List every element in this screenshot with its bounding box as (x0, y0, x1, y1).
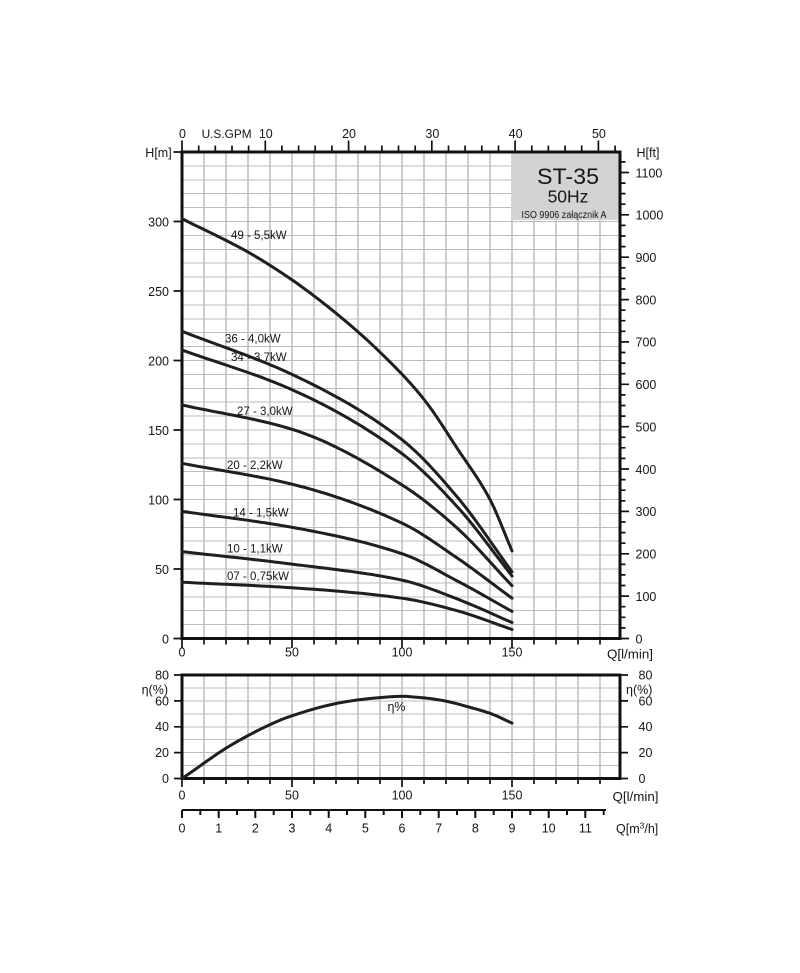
svg-text:8: 8 (472, 822, 479, 836)
svg-text:40: 40 (639, 720, 653, 734)
svg-text:0: 0 (179, 127, 186, 141)
svg-text:50: 50 (285, 646, 299, 660)
svg-text:ISO 9906 załącznik A: ISO 9906 załącznik A (522, 210, 607, 221)
svg-text:700: 700 (636, 336, 657, 350)
svg-text:300: 300 (148, 215, 169, 229)
svg-text:100: 100 (392, 646, 413, 660)
svg-text:60: 60 (639, 694, 653, 708)
svg-text:40: 40 (155, 720, 169, 734)
svg-text:49 - 5,5kW: 49 - 5,5kW (231, 230, 287, 242)
svg-text:0: 0 (636, 632, 643, 646)
svg-text:H[m]: H[m] (145, 146, 171, 160)
svg-text:2: 2 (252, 822, 259, 836)
svg-text:07 - 0,75kW: 07 - 0,75kW (227, 571, 289, 583)
svg-text:500: 500 (636, 420, 657, 434)
svg-text:H[ft]: H[ft] (637, 146, 660, 160)
svg-text:0: 0 (179, 822, 186, 836)
svg-text:10 - 1,1kW: 10 - 1,1kW (227, 543, 283, 555)
svg-text:η%: η% (387, 700, 405, 714)
svg-text:9: 9 (509, 822, 516, 836)
svg-text:50: 50 (155, 563, 169, 577)
svg-text:150: 150 (148, 424, 169, 438)
svg-text:200: 200 (148, 354, 169, 368)
svg-text:400: 400 (636, 463, 657, 477)
svg-text:4: 4 (325, 822, 332, 836)
svg-text:80: 80 (155, 668, 169, 682)
svg-text:10: 10 (259, 127, 273, 141)
svg-text:U.S.GPM: U.S.GPM (202, 127, 252, 141)
svg-text:100: 100 (148, 493, 169, 507)
svg-text:10: 10 (542, 822, 556, 836)
svg-text:80: 80 (639, 668, 653, 682)
svg-text:250: 250 (148, 285, 169, 299)
svg-text:50Hz: 50Hz (548, 187, 589, 207)
svg-text:300: 300 (636, 505, 657, 519)
svg-text:7: 7 (435, 822, 442, 836)
svg-text:200: 200 (636, 548, 657, 562)
svg-text:20: 20 (342, 127, 356, 141)
svg-text:20: 20 (639, 746, 653, 760)
svg-text:14 - 1,5kW: 14 - 1,5kW (233, 507, 289, 519)
svg-text:50: 50 (592, 127, 606, 141)
svg-text:1000: 1000 (636, 209, 664, 223)
svg-text:η(%): η(%) (626, 683, 652, 697)
svg-text:100: 100 (392, 789, 413, 803)
svg-text:0: 0 (179, 646, 186, 660)
svg-text:6: 6 (399, 822, 406, 836)
svg-text:20: 20 (155, 746, 169, 760)
svg-text:Q[m3/h]: Q[m3/h] (616, 821, 658, 837)
svg-text:0: 0 (179, 789, 186, 803)
svg-text:60: 60 (155, 694, 169, 708)
svg-text:0: 0 (639, 772, 646, 786)
svg-text:Q[l/min]: Q[l/min] (613, 790, 659, 804)
svg-text:5: 5 (362, 822, 369, 836)
svg-text:3: 3 (289, 822, 296, 836)
svg-text:30: 30 (425, 127, 439, 141)
svg-text:40: 40 (509, 127, 523, 141)
svg-text:0: 0 (162, 772, 169, 786)
svg-text:34 - 3,7kW: 34 - 3,7kW (231, 352, 287, 364)
svg-text:1100: 1100 (636, 166, 663, 180)
svg-text:11: 11 (579, 822, 592, 836)
svg-text:η(%): η(%) (142, 683, 168, 697)
svg-text:36 - 4,0kW: 36 - 4,0kW (225, 333, 281, 345)
svg-text:1: 1 (215, 822, 222, 836)
svg-text:ST-35: ST-35 (537, 164, 599, 189)
svg-text:100: 100 (636, 590, 657, 604)
svg-text:800: 800 (636, 293, 657, 307)
svg-text:50: 50 (285, 789, 299, 803)
svg-text:150: 150 (502, 789, 523, 803)
svg-text:27 - 3,0kW: 27 - 3,0kW (237, 406, 293, 418)
svg-text:0: 0 (162, 632, 169, 646)
svg-text:900: 900 (636, 251, 657, 265)
svg-text:150: 150 (502, 646, 523, 660)
svg-text:Q[l/min]: Q[l/min] (607, 648, 653, 662)
svg-text:20 - 2,2kW: 20 - 2,2kW (227, 460, 283, 472)
svg-text:600: 600 (636, 378, 657, 392)
